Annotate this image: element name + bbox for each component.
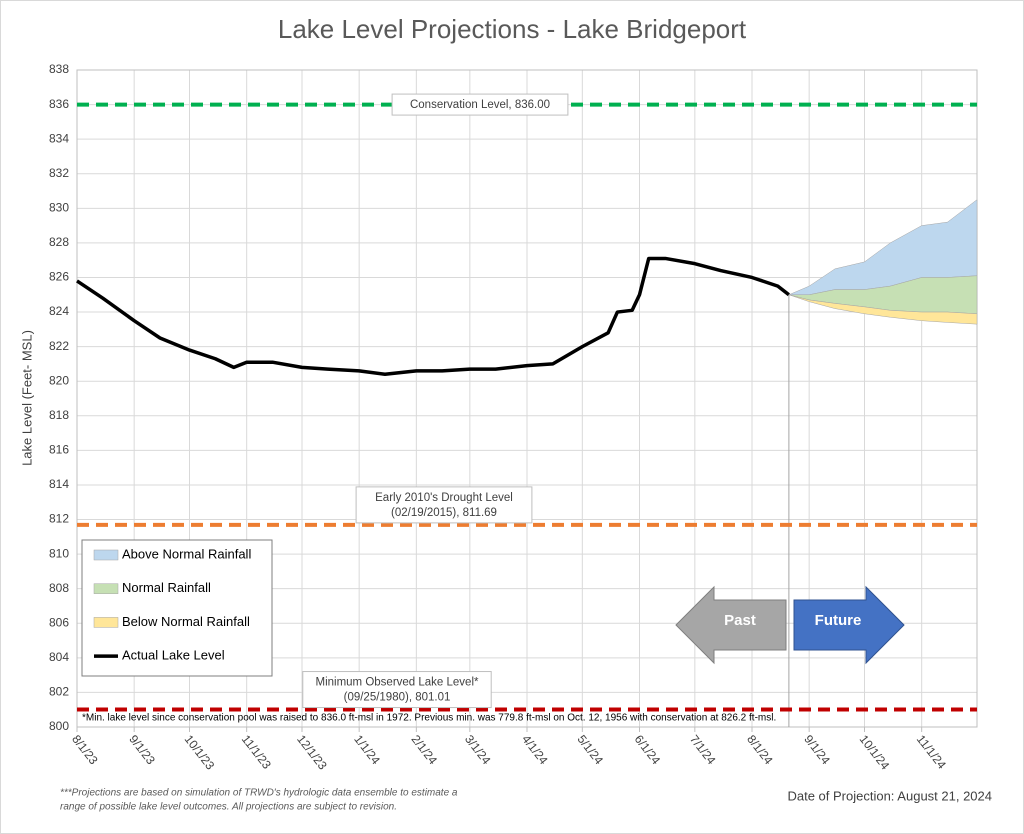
lake-level-line: [76, 256, 790, 377]
y-tick-label: 834: [49, 131, 69, 145]
y-tick-label: 832: [49, 166, 69, 180]
future-arrow: [793, 585, 905, 665]
past-arrow: [675, 585, 787, 665]
legend-swatch: [93, 583, 119, 594]
reference-label: (02/19/2015), 811.69: [391, 507, 497, 519]
y-tick-label: 818: [49, 408, 69, 422]
y-tick-label: 816: [49, 443, 69, 457]
legend-label: Above Normal Rainfall: [122, 546, 251, 561]
y-tick-label: 838: [49, 62, 69, 76]
y-tick-label: 810: [49, 546, 69, 560]
y-tick-label: 804: [49, 650, 69, 664]
past-label: Past: [724, 612, 756, 629]
legend-label: Normal Rainfall: [122, 580, 211, 595]
reference-label-box: [355, 486, 533, 524]
reference-label: Minimum Observed Lake Level*: [316, 677, 480, 689]
y-tick-label: 806: [49, 615, 69, 629]
footnote: range of possible lake level outcomes. A…: [60, 802, 397, 813]
y-tick-label: 814: [49, 477, 69, 491]
reference-label: Conservation Level, 836.00: [410, 99, 550, 111]
y-tick-label: 802: [49, 685, 69, 699]
legend-label: Actual Lake Level: [122, 648, 225, 663]
reference-label-box: [302, 671, 492, 709]
reference-label: (09/25/1980), 801.01: [344, 692, 451, 704]
legend-swatch: [93, 617, 119, 628]
y-tick-label: 836: [49, 97, 69, 111]
y-tick-label: 800: [49, 719, 69, 733]
chart-title: Lake Level Projections - Lake Bridgeport: [278, 14, 747, 44]
footnote: ***Projections are based on simulation o…: [60, 788, 458, 799]
y-tick-label: 826: [49, 270, 69, 284]
projection-band: [788, 294, 978, 325]
plot-note: *Min. lake level since conservation pool…: [82, 713, 776, 724]
projection-date: Date of Projection: August 21, 2024: [787, 788, 992, 803]
legend-label: Below Normal Rainfall: [122, 614, 250, 629]
future-label: Future: [815, 612, 862, 629]
reference-label: Early 2010's Drought Level: [375, 492, 513, 504]
y-tick-label: 808: [49, 581, 69, 595]
y-tick-label: 828: [49, 235, 69, 249]
reference-label-box: [391, 93, 569, 116]
y-tick-label: 830: [49, 200, 69, 214]
y-axis-label: Lake Level (Feet- MSL): [19, 330, 34, 466]
legend-box: [81, 539, 273, 677]
y-tick-label: 812: [49, 512, 69, 526]
y-tick-label: 824: [49, 304, 69, 318]
legend-swatch: [93, 549, 119, 561]
y-tick-label: 820: [49, 373, 69, 387]
y-tick-label: 822: [49, 339, 69, 353]
